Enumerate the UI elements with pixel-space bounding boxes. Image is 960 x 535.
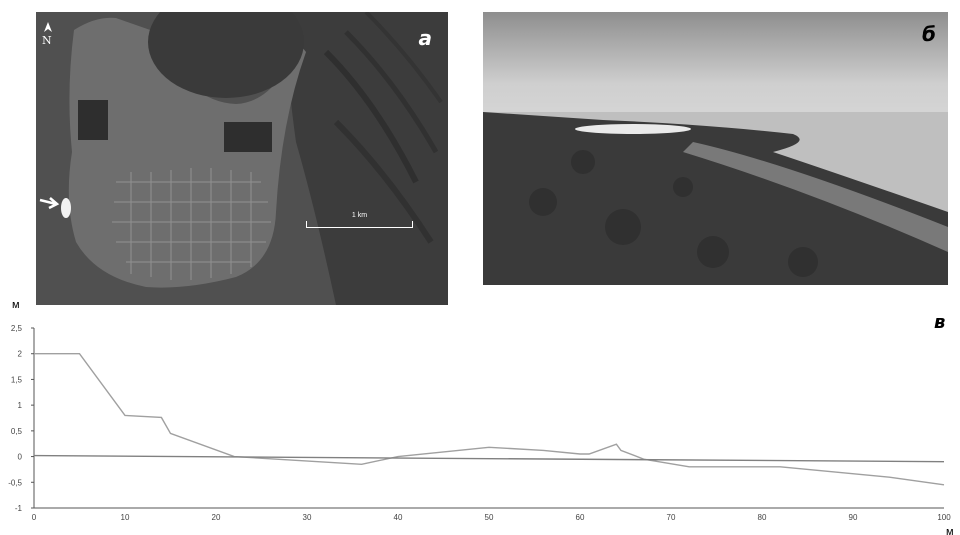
chart-axes <box>33 328 944 509</box>
y-tick-label: 2,5 <box>11 324 23 333</box>
x-tick-label: 40 <box>394 513 403 522</box>
x-tick-label: 100 <box>937 513 951 522</box>
y-tick-label: 1 <box>18 401 23 410</box>
north-label: N <box>42 34 52 47</box>
satellite-image <box>36 12 448 305</box>
x-tick-label: 0 <box>32 513 37 522</box>
coast-photo <box>483 12 948 285</box>
x-tick-label: 70 <box>667 513 676 522</box>
x-axis-unit-label: м <box>946 526 954 535</box>
y-tick-label: 0 <box>18 453 23 462</box>
panel-letter-a: а <box>418 26 433 50</box>
chart-series <box>33 353 945 486</box>
reference-line <box>33 454 945 463</box>
y-tick-label: 2 <box>18 350 23 359</box>
elevation-profile-chart: м м -1 -0,5 0 0,5 1 1,5 2 2,5 0 10 20 30 40 50 60 70 80… <box>8 299 954 535</box>
y-tick-label: 0,5 <box>11 427 23 436</box>
y-tick-label: 1,5 <box>11 375 23 384</box>
x-tick-label: 30 <box>303 513 312 522</box>
x-tick-label: 80 <box>758 513 767 522</box>
x-tick-label: 10 <box>121 513 130 522</box>
scale-bar-label: 1 km <box>351 212 368 219</box>
x-tick-labels: 0 10 20 30 40 50 60 70 80 90 100 <box>32 513 951 522</box>
x-tick-label: 90 <box>849 513 858 522</box>
satellite-image-panel: N 1 km а <box>36 12 448 305</box>
x-tick-label: 60 <box>576 513 585 522</box>
panel-letter-b: б <box>922 22 936 46</box>
north-arrow-icon <box>44 22 52 32</box>
y-tick-label: -0,5 <box>8 478 22 487</box>
y-axis-unit-label: м <box>12 299 20 311</box>
profile-line <box>34 353 945 486</box>
x-tick-label: 50 <box>485 513 494 522</box>
x-tick-label: 20 <box>212 513 221 522</box>
coast-photo-panel: б <box>483 12 948 285</box>
y-tick-label: -1 <box>15 504 23 513</box>
y-tick-labels: -1 -0,5 0 0,5 1 1,5 2 2,5 <box>8 324 34 513</box>
panel-letter-c: в <box>934 312 946 333</box>
scale-bar: 1 km <box>306 212 413 228</box>
